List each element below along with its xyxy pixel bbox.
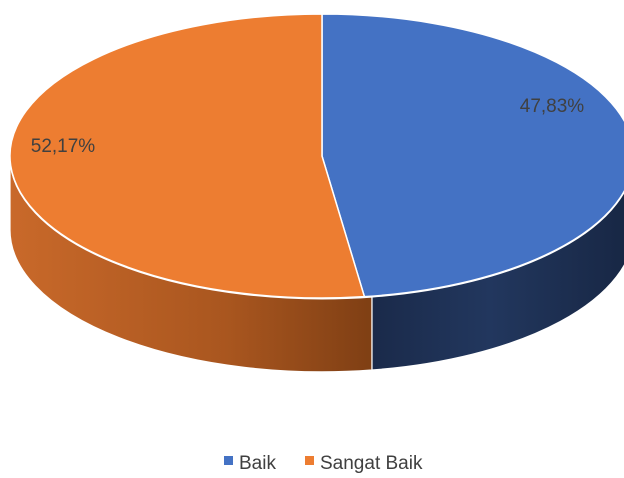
data-label-baik: 47,83% bbox=[520, 96, 585, 117]
pie-slice-sangat-baik bbox=[9, 13, 366, 299]
legend-item-baik: Baik bbox=[224, 453, 276, 474]
legend-swatch-baik bbox=[224, 456, 233, 465]
pie-slice-baik bbox=[321, 13, 624, 298]
legend: Baik Sangat Baik bbox=[224, 453, 423, 474]
legend-label-sangat-baik: Sangat Baik bbox=[320, 453, 423, 474]
legend-label-baik: Baik bbox=[239, 453, 276, 474]
data-label-sangat-baik: 52,17% bbox=[31, 136, 96, 157]
data-labels: 47,83% 52,17% bbox=[31, 96, 585, 157]
pie-slices bbox=[9, 13, 624, 299]
legend-item-sangat-baik: Sangat Baik bbox=[305, 453, 423, 474]
legend-swatch-sangat-baik bbox=[305, 456, 314, 465]
